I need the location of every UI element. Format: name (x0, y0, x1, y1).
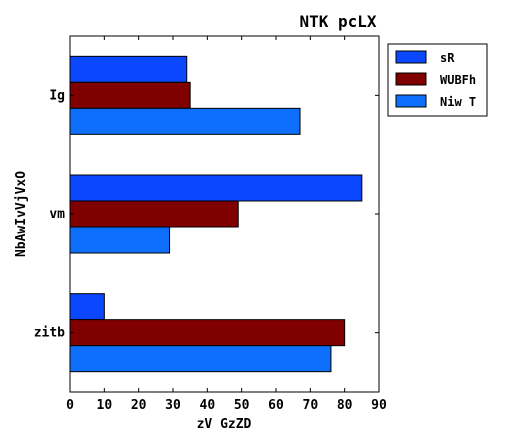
y-tick-label: vm (49, 207, 65, 222)
bar-vm-sR (69, 174, 363, 202)
legend-label: Niw T (440, 95, 476, 109)
bar-zitb-sR (69, 293, 105, 321)
x-tick-label: 0 (66, 398, 74, 413)
bar-zitb-Niw-T (69, 345, 332, 373)
y-ticks: Ig vm zitb (34, 88, 379, 341)
bar-Ig-WUBFh (69, 81, 191, 109)
x-tick-label: 20 (131, 398, 147, 413)
bar-Ig-sR (69, 55, 188, 83)
y-axis-label: NbAwIvVjVxO (14, 171, 29, 257)
x-tick-label: 90 (371, 398, 387, 413)
bar-Ig-Niw-T (69, 107, 301, 135)
legend-swatch (395, 50, 427, 64)
bars-group (69, 55, 363, 373)
bar-vm-Niw-T (69, 226, 171, 254)
x-tick-label: 60 (268, 398, 284, 413)
x-tick-label: 70 (303, 398, 319, 413)
x-tick-label: 30 (165, 398, 181, 413)
x-axis-label: zV GzZD (197, 417, 252, 432)
legend-swatch (395, 94, 427, 108)
y-tick-label: zitb (34, 326, 65, 341)
x-tick-label: 50 (234, 398, 250, 413)
legend-label: sR (440, 51, 455, 65)
bar-zitb-WUBFh (69, 319, 346, 347)
bar-vm-WUBFh (69, 200, 239, 228)
legend: sR WUBFh Niw T (387, 43, 488, 117)
chart-title: NTK pcLX (299, 12, 376, 31)
x-tick-label: 80 (337, 398, 353, 413)
legend-swatch (395, 72, 427, 86)
x-tick-label: 10 (97, 398, 113, 413)
y-tick-label: Ig (49, 88, 65, 103)
x-tick-label: 40 (200, 398, 216, 413)
x-ticks: 0 10 20 30 40 50 60 70 80 90 (66, 36, 387, 413)
legend-label: WUBFh (440, 73, 476, 87)
